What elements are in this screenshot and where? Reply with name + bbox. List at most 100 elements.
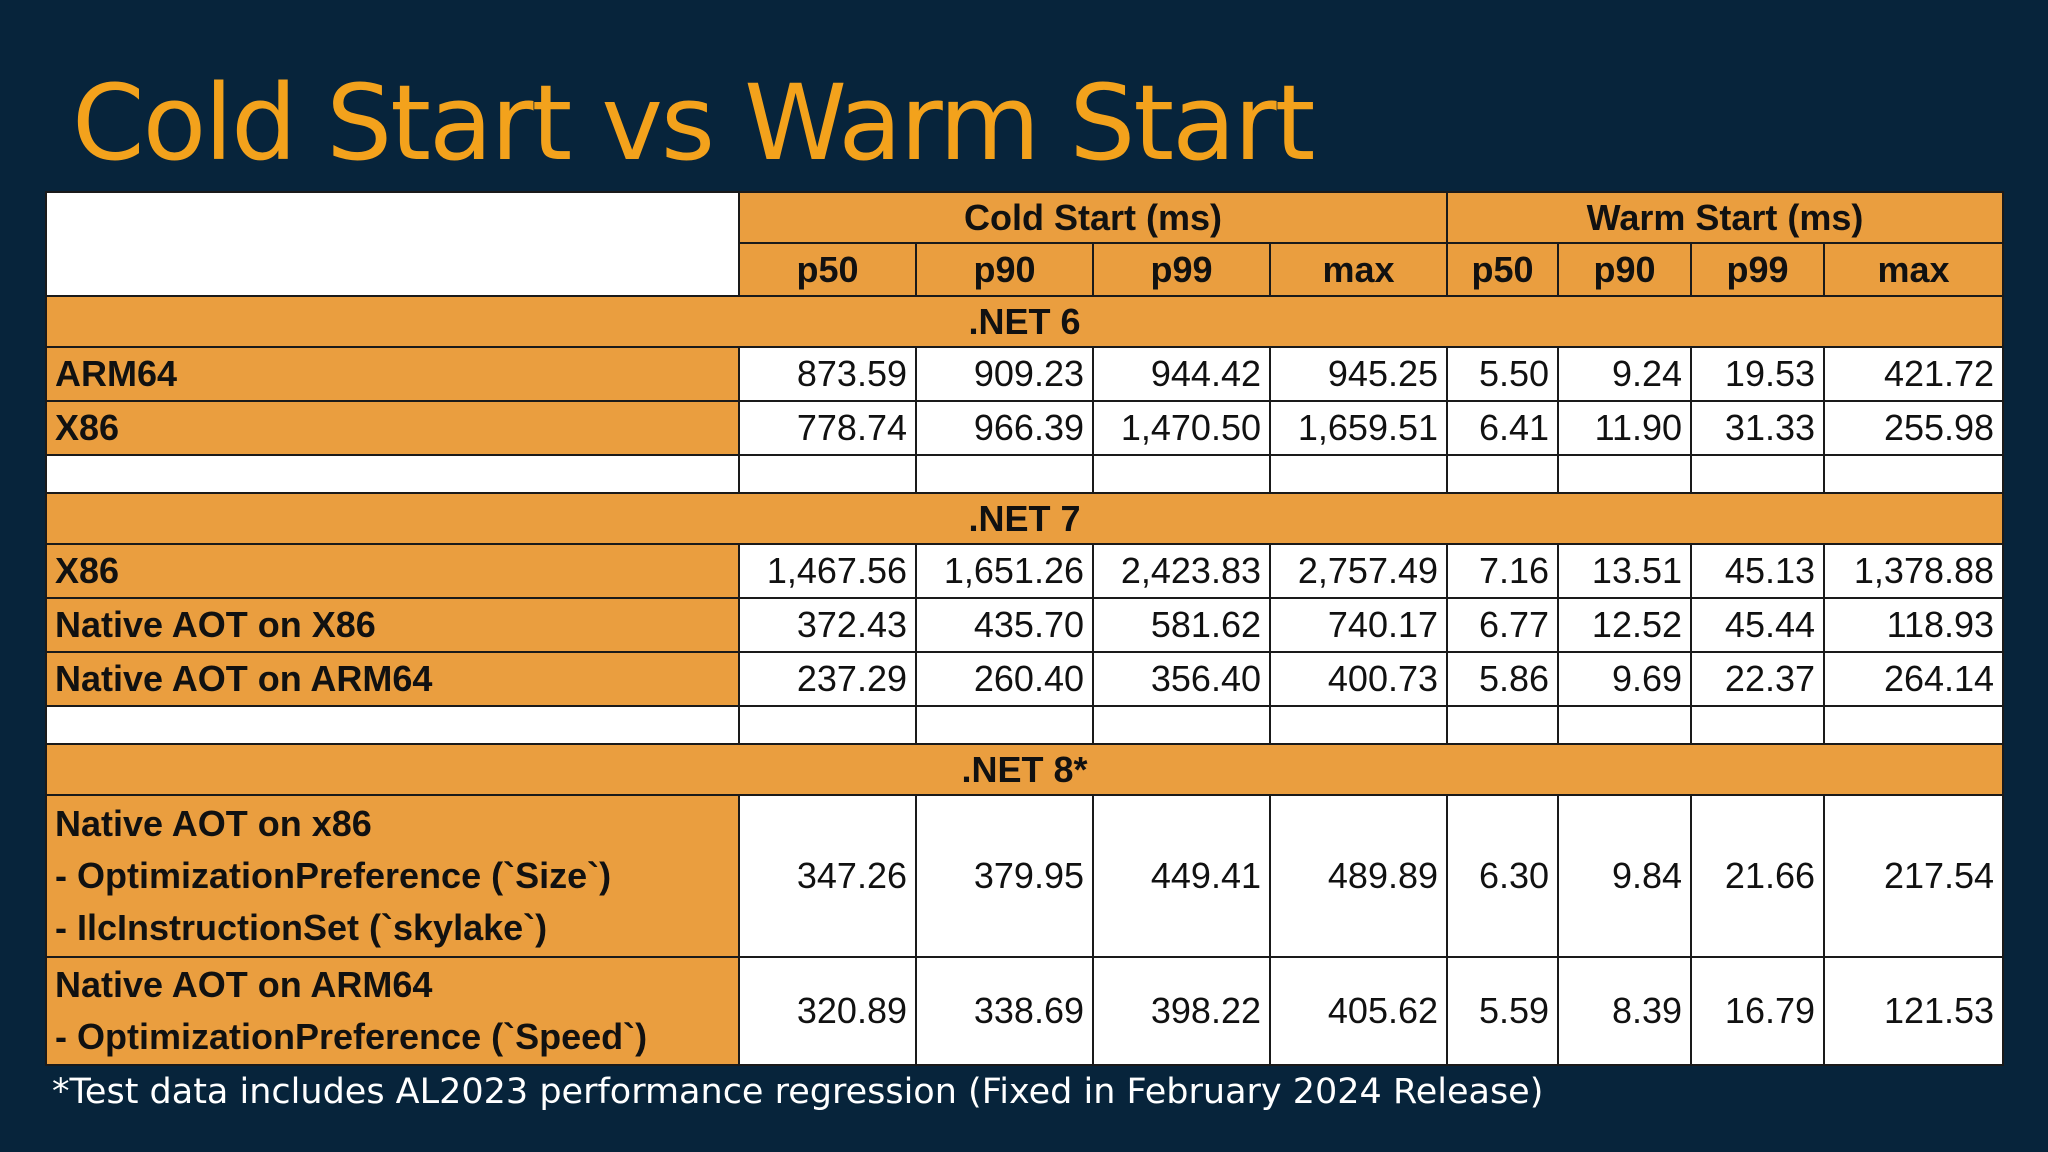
value-cell: 944.42 xyxy=(1092,346,1271,402)
value-cell: 118.93 xyxy=(1823,597,2005,653)
row-label-line: - OptimizationPreference (`Size`) xyxy=(55,855,612,896)
column-header-row: p50 p90 p99 max p50 p90 p99 max xyxy=(46,242,2005,297)
value-cell: 1,470.50 xyxy=(1092,400,1271,456)
value-cell: 237.29 xyxy=(738,651,917,707)
empty-cell xyxy=(738,454,917,494)
value-cell: 873.59 xyxy=(738,346,917,402)
table-row: Native AOT on X86 372.43 435.70 581.62 7… xyxy=(45,597,2005,653)
table-row: Native AOT on ARM64 237.29 260.40 356.40… xyxy=(45,651,2005,707)
warm-start-header: Warm Start (ms) xyxy=(1446,191,2005,244)
value-cell: 2,757.49 xyxy=(1268,543,1449,599)
value-cell: 372.43 xyxy=(738,597,917,653)
empty-cell xyxy=(1446,454,1560,494)
value-cell: 13.51 xyxy=(1557,543,1693,599)
value-cell: 6.77 xyxy=(1446,597,1560,653)
value-cell: 11.90 xyxy=(1557,400,1693,456)
slide-title: Cold Start vs Warm Start xyxy=(72,62,1315,184)
group-header-row: Cold Start (ms) Warm Start (ms) xyxy=(45,191,2005,297)
spacer-row xyxy=(45,705,2005,745)
empty-cell xyxy=(915,705,1094,745)
empty-cell xyxy=(1092,454,1271,494)
corner-cell xyxy=(45,191,740,297)
value-cell: 1,651.26 xyxy=(915,543,1094,599)
empty-cell xyxy=(1557,705,1693,745)
empty-cell xyxy=(1690,454,1826,494)
value-cell: 909.23 xyxy=(915,346,1094,402)
column-header: max xyxy=(1268,242,1449,297)
value-cell: 489.89 xyxy=(1268,794,1449,958)
section-header: .NET 8* xyxy=(44,743,2005,796)
value-cell: 945.25 xyxy=(1268,346,1449,402)
value-cell: 19.53 xyxy=(1690,346,1826,402)
section-header: .NET 7 xyxy=(44,492,2005,545)
row-label: Native AOT on ARM64 xyxy=(45,651,740,707)
value-cell: 347.26 xyxy=(738,794,917,958)
value-cell: 16.79 xyxy=(1690,956,1826,1066)
value-cell: 435.70 xyxy=(915,597,1094,653)
table-row: Native AOT on x86 - OptimizationPreferen… xyxy=(45,794,2005,958)
empty-cell xyxy=(1092,705,1271,745)
value-cell: 121.53 xyxy=(1823,956,2005,1066)
column-header: p99 xyxy=(1092,242,1271,297)
row-label: ARM64 xyxy=(45,346,740,402)
value-cell: 5.59 xyxy=(1446,956,1560,1066)
column-header: max xyxy=(1823,242,2005,297)
empty-cell xyxy=(1557,454,1693,494)
row-label: Native AOT on X86 xyxy=(45,597,740,653)
value-cell: 5.50 xyxy=(1446,346,1560,402)
empty-cell xyxy=(1823,454,2005,494)
row-label-line: Native AOT on ARM64 xyxy=(55,964,433,1005)
column-header: p90 xyxy=(915,242,1094,297)
value-cell: 5.86 xyxy=(1446,651,1560,707)
empty-cell xyxy=(1268,454,1449,494)
section-row: .NET 6 xyxy=(44,295,2005,348)
value-cell: 1,378.88 xyxy=(1823,543,2005,599)
table-row: X86 778.74 966.39 1,470.50 1,659.51 6.41… xyxy=(45,400,2005,456)
section-header: .NET 6 xyxy=(44,295,2005,348)
row-label-line: - OptimizationPreference (`Speed`) xyxy=(55,1016,648,1057)
section-row: .NET 7 xyxy=(44,492,2005,545)
table-row: Native AOT on ARM64 - OptimizationPrefer… xyxy=(45,956,2005,1066)
value-cell: 45.13 xyxy=(1690,543,1826,599)
value-cell: 398.22 xyxy=(1092,956,1271,1066)
section-row: .NET 8* xyxy=(44,743,2005,796)
column-header: p99 xyxy=(1690,242,1826,297)
value-cell: 778.74 xyxy=(738,400,917,456)
value-cell: 6.41 xyxy=(1446,400,1560,456)
empty-cell xyxy=(45,454,740,494)
value-cell: 9.84 xyxy=(1557,794,1693,958)
empty-cell xyxy=(1268,705,1449,745)
empty-cell xyxy=(1446,705,1560,745)
value-cell: 581.62 xyxy=(1092,597,1271,653)
value-cell: 8.39 xyxy=(1557,956,1693,1066)
value-cell: 45.44 xyxy=(1690,597,1826,653)
row-label-line: Native AOT on x86 xyxy=(55,803,372,844)
spacer-row xyxy=(45,454,2005,494)
value-cell: 22.37 xyxy=(1690,651,1826,707)
value-cell: 1,659.51 xyxy=(1268,400,1449,456)
empty-cell xyxy=(45,705,740,745)
column-header: p90 xyxy=(1557,242,1693,297)
value-cell: 405.62 xyxy=(1268,956,1449,1066)
empty-cell xyxy=(738,705,917,745)
table-row: ARM64 873.59 909.23 944.42 945.25 5.50 9… xyxy=(45,346,2005,402)
value-cell: 379.95 xyxy=(915,794,1094,958)
empty-cell xyxy=(915,454,1094,494)
value-cell: 6.30 xyxy=(1446,794,1560,958)
value-cell: 9.24 xyxy=(1557,346,1693,402)
cold-start-header: Cold Start (ms) xyxy=(737,191,1449,244)
value-cell: 320.89 xyxy=(738,956,917,1066)
column-header: p50 xyxy=(1446,242,1560,297)
row-label: Native AOT on x86 - OptimizationPreferen… xyxy=(45,794,740,958)
value-cell: 31.33 xyxy=(1690,400,1826,456)
value-cell: 338.69 xyxy=(915,956,1094,1066)
value-cell: 421.72 xyxy=(1823,346,2005,402)
value-cell: 217.54 xyxy=(1823,794,2005,958)
value-cell: 9.69 xyxy=(1557,651,1693,707)
value-cell: 21.66 xyxy=(1690,794,1826,958)
row-label: X86 xyxy=(45,543,740,599)
value-cell: 260.40 xyxy=(915,651,1094,707)
empty-cell xyxy=(1823,705,2005,745)
value-cell: 356.40 xyxy=(1092,651,1271,707)
value-cell: 255.98 xyxy=(1823,400,2005,456)
